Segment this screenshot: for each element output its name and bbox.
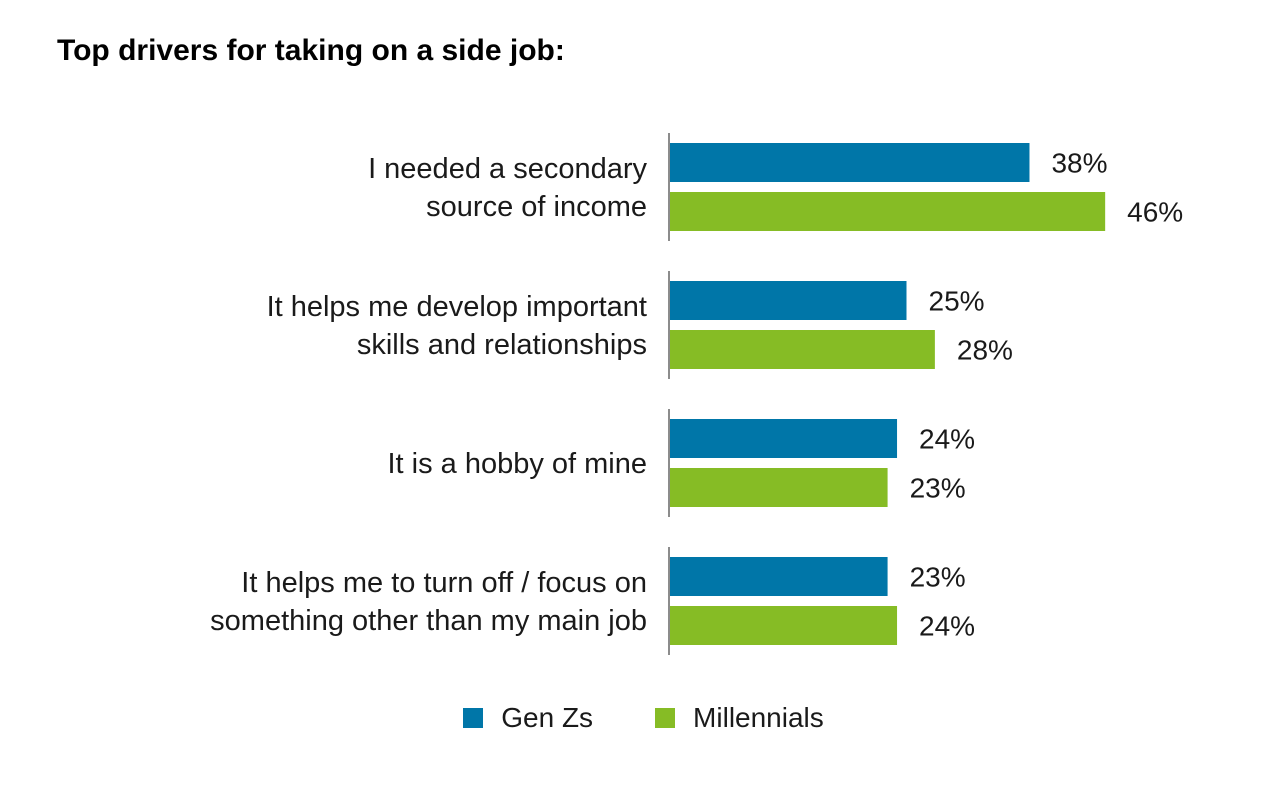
data-label: 28% [957,335,1013,366]
data-label: 23% [910,473,966,504]
legend-item-gen-zs: Gen Zs [463,702,593,734]
bar-millennials [670,330,935,369]
bar-millennials [670,606,898,645]
data-label: 25% [929,286,985,317]
data-label: 24% [919,611,975,642]
bar-gen-zs [670,557,888,596]
legend-swatch-millennials [655,708,676,728]
bar-gen-zs [670,143,1030,182]
category-label: It helps me develop important [267,291,647,323]
data-label: 24% [919,424,975,455]
category-label: It helps me to turn off / focus on [241,567,647,599]
data-label: 23% [910,562,966,593]
chart-title: Top drivers for taking on a side job: [57,34,565,67]
category-label: I needed a secondary [368,153,647,185]
legend-label-millennials: Millennials [693,702,824,733]
category-label: source of income [426,191,647,223]
bar-gen-zs [670,419,898,458]
category-label: something other than my main job [210,605,647,637]
category-label: It is a hobby of mine [387,448,647,480]
category-label: skills and relationships [357,329,647,361]
bar-millennials [670,192,1106,231]
legend: Gen Zs Millennials [0,702,1287,734]
data-label: 46% [1127,197,1183,228]
data-label: 38% [1051,148,1107,179]
bar-gen-zs [670,281,907,320]
legend-swatch-gen-zs [463,708,484,728]
legend-item-millennials: Millennials [655,702,824,734]
bar-millennials [670,468,888,507]
legend-label-gen-zs: Gen Zs [501,702,594,733]
